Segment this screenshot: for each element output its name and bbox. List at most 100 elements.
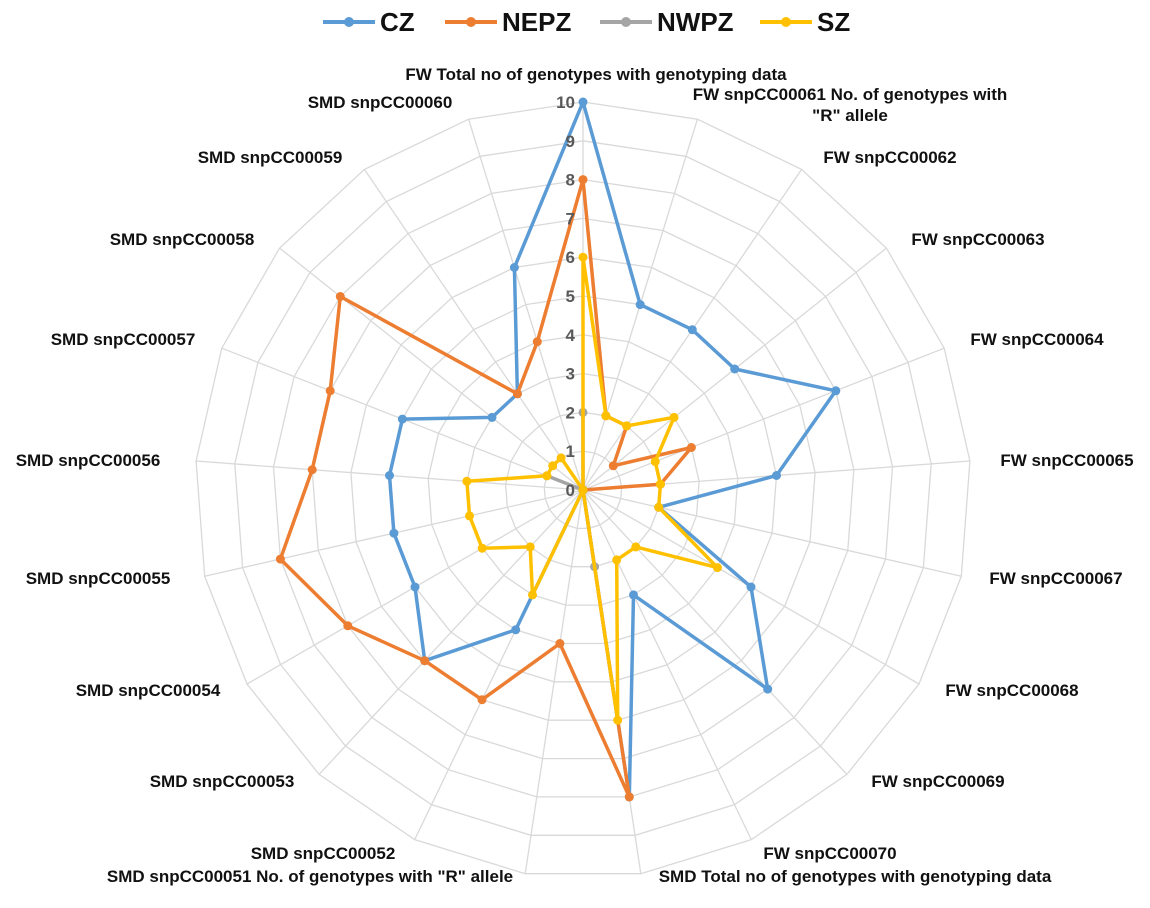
- point-nepz-4[interactable]: [608, 461, 618, 471]
- point-sz-10[interactable]: [612, 555, 622, 565]
- point-sz-6[interactable]: [655, 479, 665, 489]
- category-label-19: SMD snpCC00058: [110, 230, 255, 249]
- category-label-3: FW snpCC00062: [823, 148, 956, 167]
- point-cz-3[interactable]: [687, 325, 697, 335]
- point-sz-14[interactable]: [525, 542, 535, 552]
- point-sz-5[interactable]: [650, 457, 660, 467]
- point-sz-16[interactable]: [465, 511, 474, 521]
- point-sz-19[interactable]: [548, 461, 558, 471]
- series-sz: [462, 252, 722, 725]
- legend-marker-nwpz: [621, 17, 631, 27]
- point-sz-4[interactable]: [669, 412, 679, 422]
- category-label-20: SMD snpCC00059: [198, 148, 343, 167]
- point-cz-1[interactable]: [578, 97, 588, 107]
- point-sz-11[interactable]: [613, 715, 623, 725]
- grid-spoke-20: [363, 169, 584, 491]
- point-nepz-5[interactable]: [686, 443, 696, 452]
- grid-ring-7: [311, 217, 855, 760]
- grid-ring-6: [350, 256, 816, 721]
- point-cz-8[interactable]: [746, 582, 756, 592]
- grid-spoke-12: [524, 489, 584, 874]
- legend-item-sz[interactable]: SZ: [760, 7, 850, 37]
- point-nepz-11[interactable]: [624, 792, 634, 802]
- point-cz-18[interactable]: [397, 414, 407, 424]
- legend-label-sz: SZ: [817, 7, 850, 37]
- grid-ring-5: [388, 295, 778, 683]
- point-sz-17[interactable]: [462, 476, 472, 486]
- tick-label-3: 3: [566, 365, 575, 384]
- point-nepz-20[interactable]: [512, 389, 522, 399]
- tick-label-8: 8: [566, 171, 575, 190]
- grid-spoke-9: [582, 489, 848, 775]
- category-label-7: FW snpCC00067: [989, 569, 1122, 588]
- category-label-17: SMD snpCC00056: [16, 451, 161, 470]
- point-sz-8[interactable]: [712, 563, 722, 573]
- point-cz-21[interactable]: [509, 263, 519, 272]
- tick-label-5: 5: [566, 287, 575, 306]
- point-nepz-15[interactable]: [343, 621, 353, 631]
- category-label-13: SMD snpCC00052: [251, 844, 396, 863]
- point-cz-6[interactable]: [772, 471, 781, 480]
- legend-label-cz: CZ: [380, 7, 415, 37]
- tick-label-6: 6: [566, 248, 575, 267]
- point-cz-15[interactable]: [410, 582, 420, 592]
- point-sz-3[interactable]: [622, 421, 632, 431]
- point-sz-15[interactable]: [477, 543, 487, 553]
- category-label-8: FW snpCC00068: [945, 681, 1078, 700]
- grid-ring-10: [195, 101, 971, 875]
- point-sz-13[interactable]: [528, 590, 537, 600]
- point-nepz-12[interactable]: [555, 639, 565, 648]
- category-label-12: SMD snpCC00051 No. of genotypes with "R"…: [107, 867, 513, 886]
- point-cz-16[interactable]: [389, 528, 399, 538]
- tick-label-0: 0: [566, 481, 575, 500]
- tick-label-7: 7: [566, 209, 575, 228]
- point-cz-9[interactable]: [763, 684, 773, 694]
- category-label-10: FW snpCC00070: [763, 844, 896, 863]
- point-cz-17[interactable]: [385, 471, 394, 480]
- category-label-21: SMD snpCC00060: [308, 93, 453, 112]
- legend: CZ NEPZ NWPZ SZ: [323, 7, 850, 37]
- point-sz-9[interactable]: [631, 542, 641, 552]
- grid-ring-8: [272, 178, 894, 798]
- tick-label-9: 9: [566, 132, 575, 151]
- point-cz-13[interactable]: [511, 625, 521, 635]
- point-sz-2[interactable]: [601, 411, 611, 421]
- point-nepz-17[interactable]: [307, 465, 317, 475]
- category-label-5: FW snpCC00064: [970, 330, 1104, 349]
- grid-ring-3: [466, 372, 700, 606]
- point-cz-5[interactable]: [831, 386, 841, 396]
- tick-label-2: 2: [566, 403, 575, 422]
- grid-ring-4: [427, 334, 739, 645]
- point-cz-19[interactable]: [487, 412, 497, 422]
- legend-marker-cz: [344, 17, 354, 27]
- legend-marker-sz: [781, 17, 791, 27]
- legend-label-nepz: NEPZ: [502, 7, 571, 37]
- tick-label-1: 1: [566, 442, 575, 461]
- grid-spoke-14: [318, 489, 584, 775]
- point-cz-2[interactable]: [635, 300, 645, 310]
- point-nepz-13[interactable]: [477, 695, 487, 705]
- point-nepz-21[interactable]: [532, 337, 542, 347]
- legend-item-nwpz[interactable]: NWPZ: [600, 7, 734, 37]
- point-sz-18[interactable]: [542, 471, 552, 481]
- point-sz-1[interactable]: [578, 252, 588, 262]
- grid-spoke-5: [582, 347, 945, 491]
- point-nepz-14[interactable]: [420, 656, 430, 666]
- point-nepz-18[interactable]: [325, 386, 335, 396]
- point-cz-4[interactable]: [730, 364, 740, 374]
- legend-item-cz[interactable]: CZ: [323, 7, 415, 37]
- tick-label-10: 10: [556, 93, 575, 112]
- point-nepz-16[interactable]: [275, 554, 285, 564]
- legend-marker-nepz: [466, 17, 476, 27]
- category-label-2: FW snpCC00061 No. of genotypes with "R" a…: [693, 85, 1008, 125]
- point-nepz-19[interactable]: [335, 292, 345, 301]
- legend-item-nepz[interactable]: NEPZ: [445, 7, 571, 37]
- point-sz-20[interactable]: [556, 453, 566, 463]
- grid-spoke-19: [279, 247, 584, 491]
- category-label-1: FW Total no of genotypes with genotyping…: [405, 65, 787, 84]
- point-cz-10[interactable]: [629, 590, 638, 600]
- point-sz-7[interactable]: [654, 502, 664, 512]
- point-nepz-1[interactable]: [578, 175, 588, 185]
- point-sz-21[interactable]: [578, 485, 588, 495]
